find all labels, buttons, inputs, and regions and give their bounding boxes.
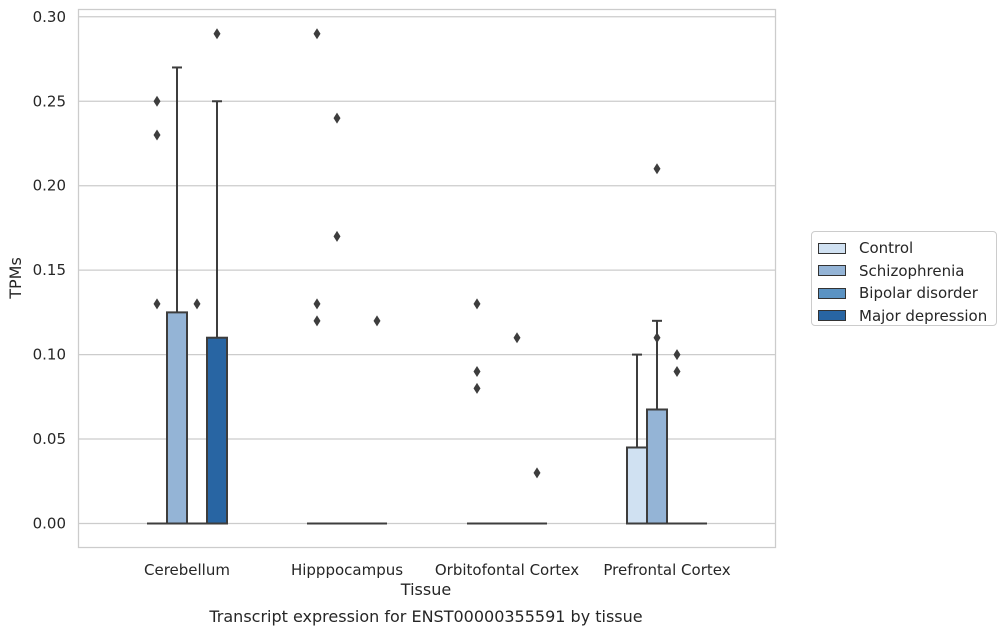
x-axis-ticks: Cerebellum Hipppocampus Orbitofontal Corte… [144,561,731,579]
legend-swatch [818,265,846,277]
legend-swatch [818,287,846,299]
outlier-point [333,230,341,242]
legend-item: Bipolar disorder [818,282,996,305]
chart-title: Transcript expression for ENST0000035559… [208,607,642,626]
grid-lines [78,16,775,525]
box-rect [626,446,648,525]
legend-item: Control [818,237,996,260]
box [166,66,188,525]
y-tick-label: 0.00 [33,515,66,533]
box-rect [646,408,668,525]
box-rect [206,336,228,525]
outlier-point [653,332,661,344]
y-tick-label: 0.25 [33,92,66,110]
y-axis-ticks: 0.00 0.05 0.10 0.15 0.20 0.25 0.30 [33,8,66,533]
outlier-point [653,163,661,175]
y-tick-label: 0.05 [33,430,66,448]
outlier-point [153,129,161,141]
box [646,319,668,525]
plot-frame [77,8,777,549]
box-series [147,66,707,525]
legend-item: Major depression [818,305,996,328]
legend-item: Schizophrenia [818,260,996,283]
outlier-point [153,298,161,310]
outlier-point [513,332,521,344]
y-tick-label: 0.15 [33,261,66,279]
outlier-point [313,315,321,327]
x-tick-label: Hipppocampus [291,561,403,579]
legend-label: Bipolar disorder [859,284,978,303]
x-tick-label: Cerebellum [144,561,230,579]
y-tick-label: 0.30 [33,8,66,26]
outlier-points [153,28,681,479]
outlier-point [213,28,221,40]
outlier-point [473,382,481,394]
outlier-point [313,298,321,310]
outlier-point [153,95,161,107]
y-tick-label: 0.10 [33,346,66,364]
legend-label: Control [859,239,914,258]
box [206,100,228,525]
outlier-point [533,467,541,479]
outlier-point [673,349,681,361]
legend: Control Schizophrenia Bipolar disorder Majo… [811,231,997,326]
outlier-point [193,298,201,310]
outlier-point [473,365,481,377]
legend-label: Major depression [859,306,988,325]
x-axis-label: Tissue [400,580,451,599]
box [626,353,648,525]
outlier-point [673,365,681,377]
outlier-point [373,315,381,327]
box-rect [166,311,188,525]
outlier-point [473,298,481,310]
outlier-point [313,28,321,40]
x-tick-label: Prefrontal Cortex [603,561,730,579]
x-tick-label: Orbitofontal Cortex [435,561,579,579]
legend-swatch [818,310,846,322]
outlier-point [333,112,341,124]
y-axis-label: TPMs [6,257,25,300]
legend-swatch [818,242,846,254]
legend-label: Schizophrenia [859,261,965,280]
y-tick-label: 0.20 [33,177,66,195]
